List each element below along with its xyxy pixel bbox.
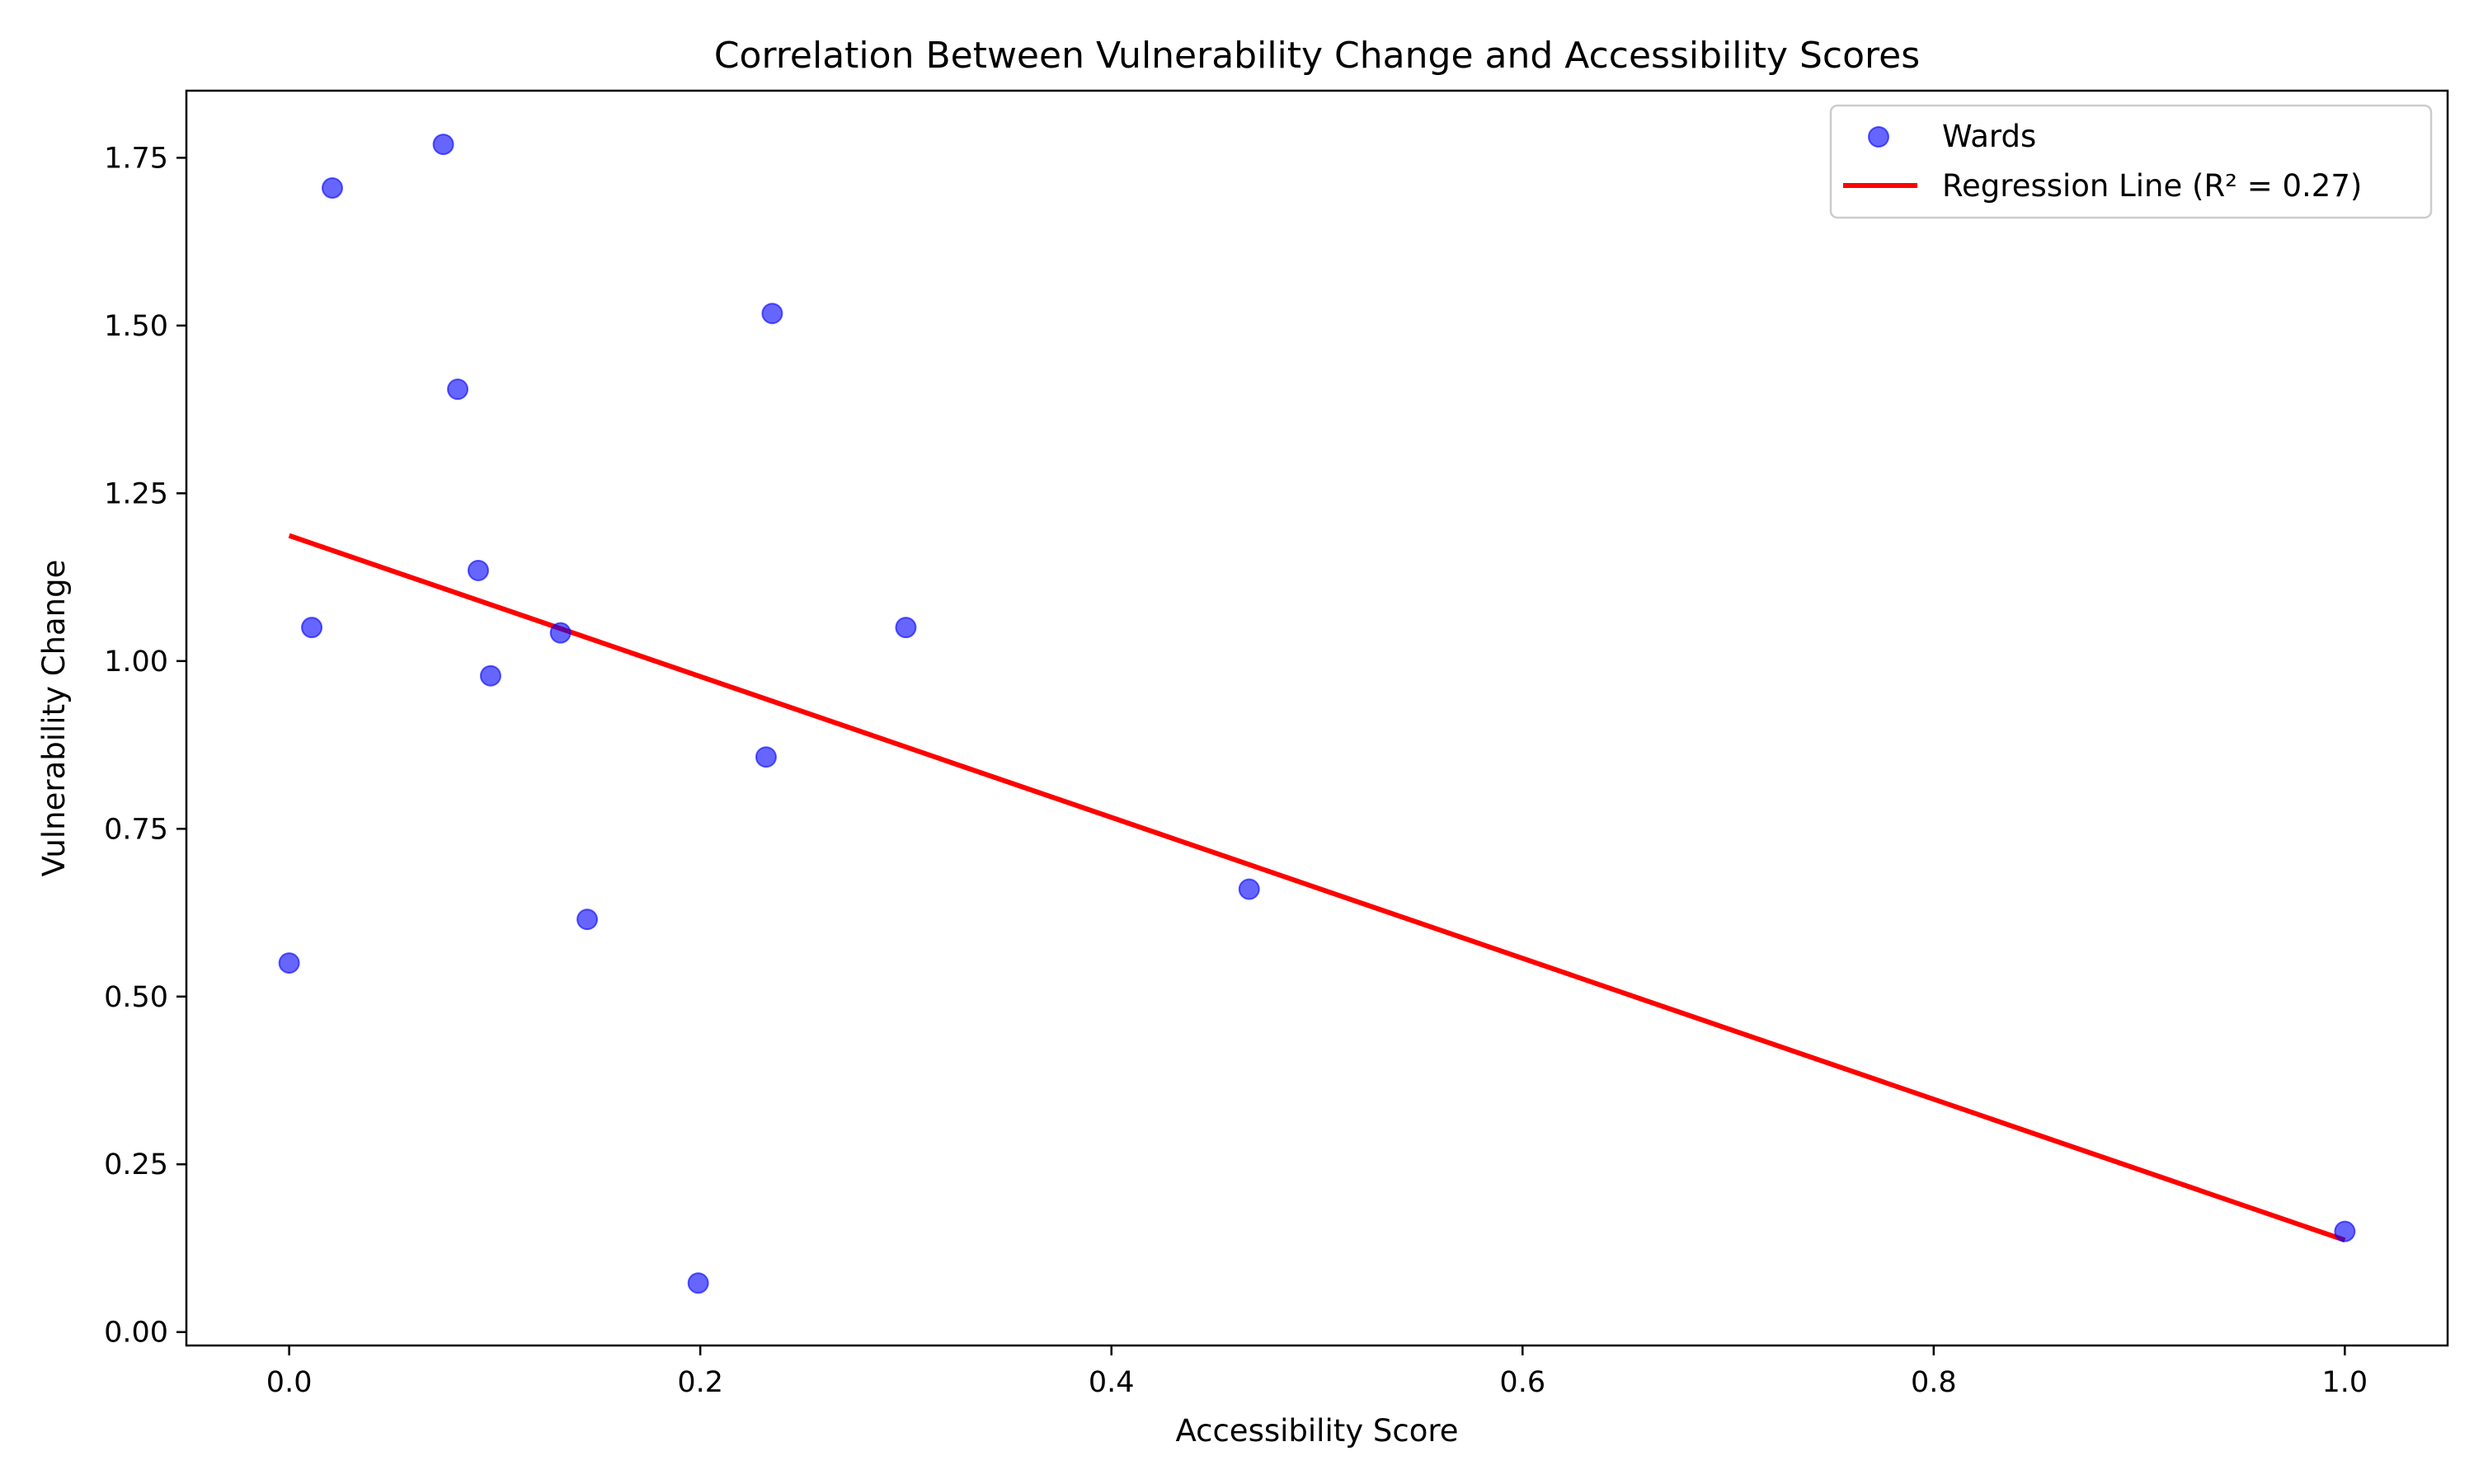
data-point-12	[895, 617, 917, 639]
data-point-5	[467, 559, 489, 581]
x-tick-label: 0.2	[677, 1366, 723, 1399]
y-tick-label: 1.25	[104, 477, 168, 510]
data-point-8	[576, 909, 599, 931]
y-tick-label: 0.25	[104, 1148, 168, 1181]
legend-wards-marker	[1868, 126, 1889, 148]
data-point-10	[755, 746, 777, 768]
regression-line	[288, 533, 2346, 1243]
x-tick-label: 0.8	[1911, 1366, 1957, 1399]
y-tick-label: 0.75	[104, 813, 168, 846]
data-point-14	[2334, 1220, 2356, 1242]
y-tick-label: 1.75	[104, 142, 168, 175]
data-point-6	[479, 665, 501, 687]
y-tick-label: 1.00	[104, 646, 168, 679]
x-tick-label: 0.6	[1499, 1366, 1545, 1399]
data-point-13	[1238, 878, 1260, 900]
data-point-11	[761, 303, 783, 325]
legend-regression-label: Regression Line (R² = 0.27)	[1942, 168, 2362, 204]
x-axis: 0.0 0.2 0.4 0.6 0.8 1.0	[266, 1345, 2368, 1399]
data-point-0	[278, 952, 300, 974]
data-point-9	[687, 1272, 709, 1294]
plot-frame	[185, 89, 2449, 1347]
y-tick-label: 0.00	[104, 1317, 168, 1350]
data-point-3	[432, 134, 454, 156]
y-axis: 0.00 0.25 0.50 0.75 1.00 1.25 1.50 1.75	[104, 142, 186, 1350]
legend: Wards Regression Line (R² = 0.27)	[1829, 104, 2433, 219]
legend-wards-label: Wards	[1942, 119, 2036, 154]
data-point-7	[549, 622, 571, 644]
data-point-4	[447, 378, 469, 401]
chart-title: Correlation Between Vulnerability Change…	[714, 35, 1920, 77]
legend-box	[1829, 104, 2433, 219]
data-point-2	[321, 177, 343, 200]
y-tick-label: 0.50	[104, 981, 168, 1014]
x-tick-label: 1.0	[2322, 1366, 2368, 1399]
data-point-1	[301, 617, 323, 639]
x-tick-label: 0.4	[1089, 1366, 1135, 1399]
x-tick-label: 0.0	[266, 1366, 313, 1399]
y-tick-label: 1.50	[104, 310, 168, 343]
x-axis-label: Accessibility Score	[1175, 1413, 1458, 1449]
plot-area	[278, 134, 2356, 1294]
y-axis-label: Vulnerability Change	[36, 560, 72, 877]
